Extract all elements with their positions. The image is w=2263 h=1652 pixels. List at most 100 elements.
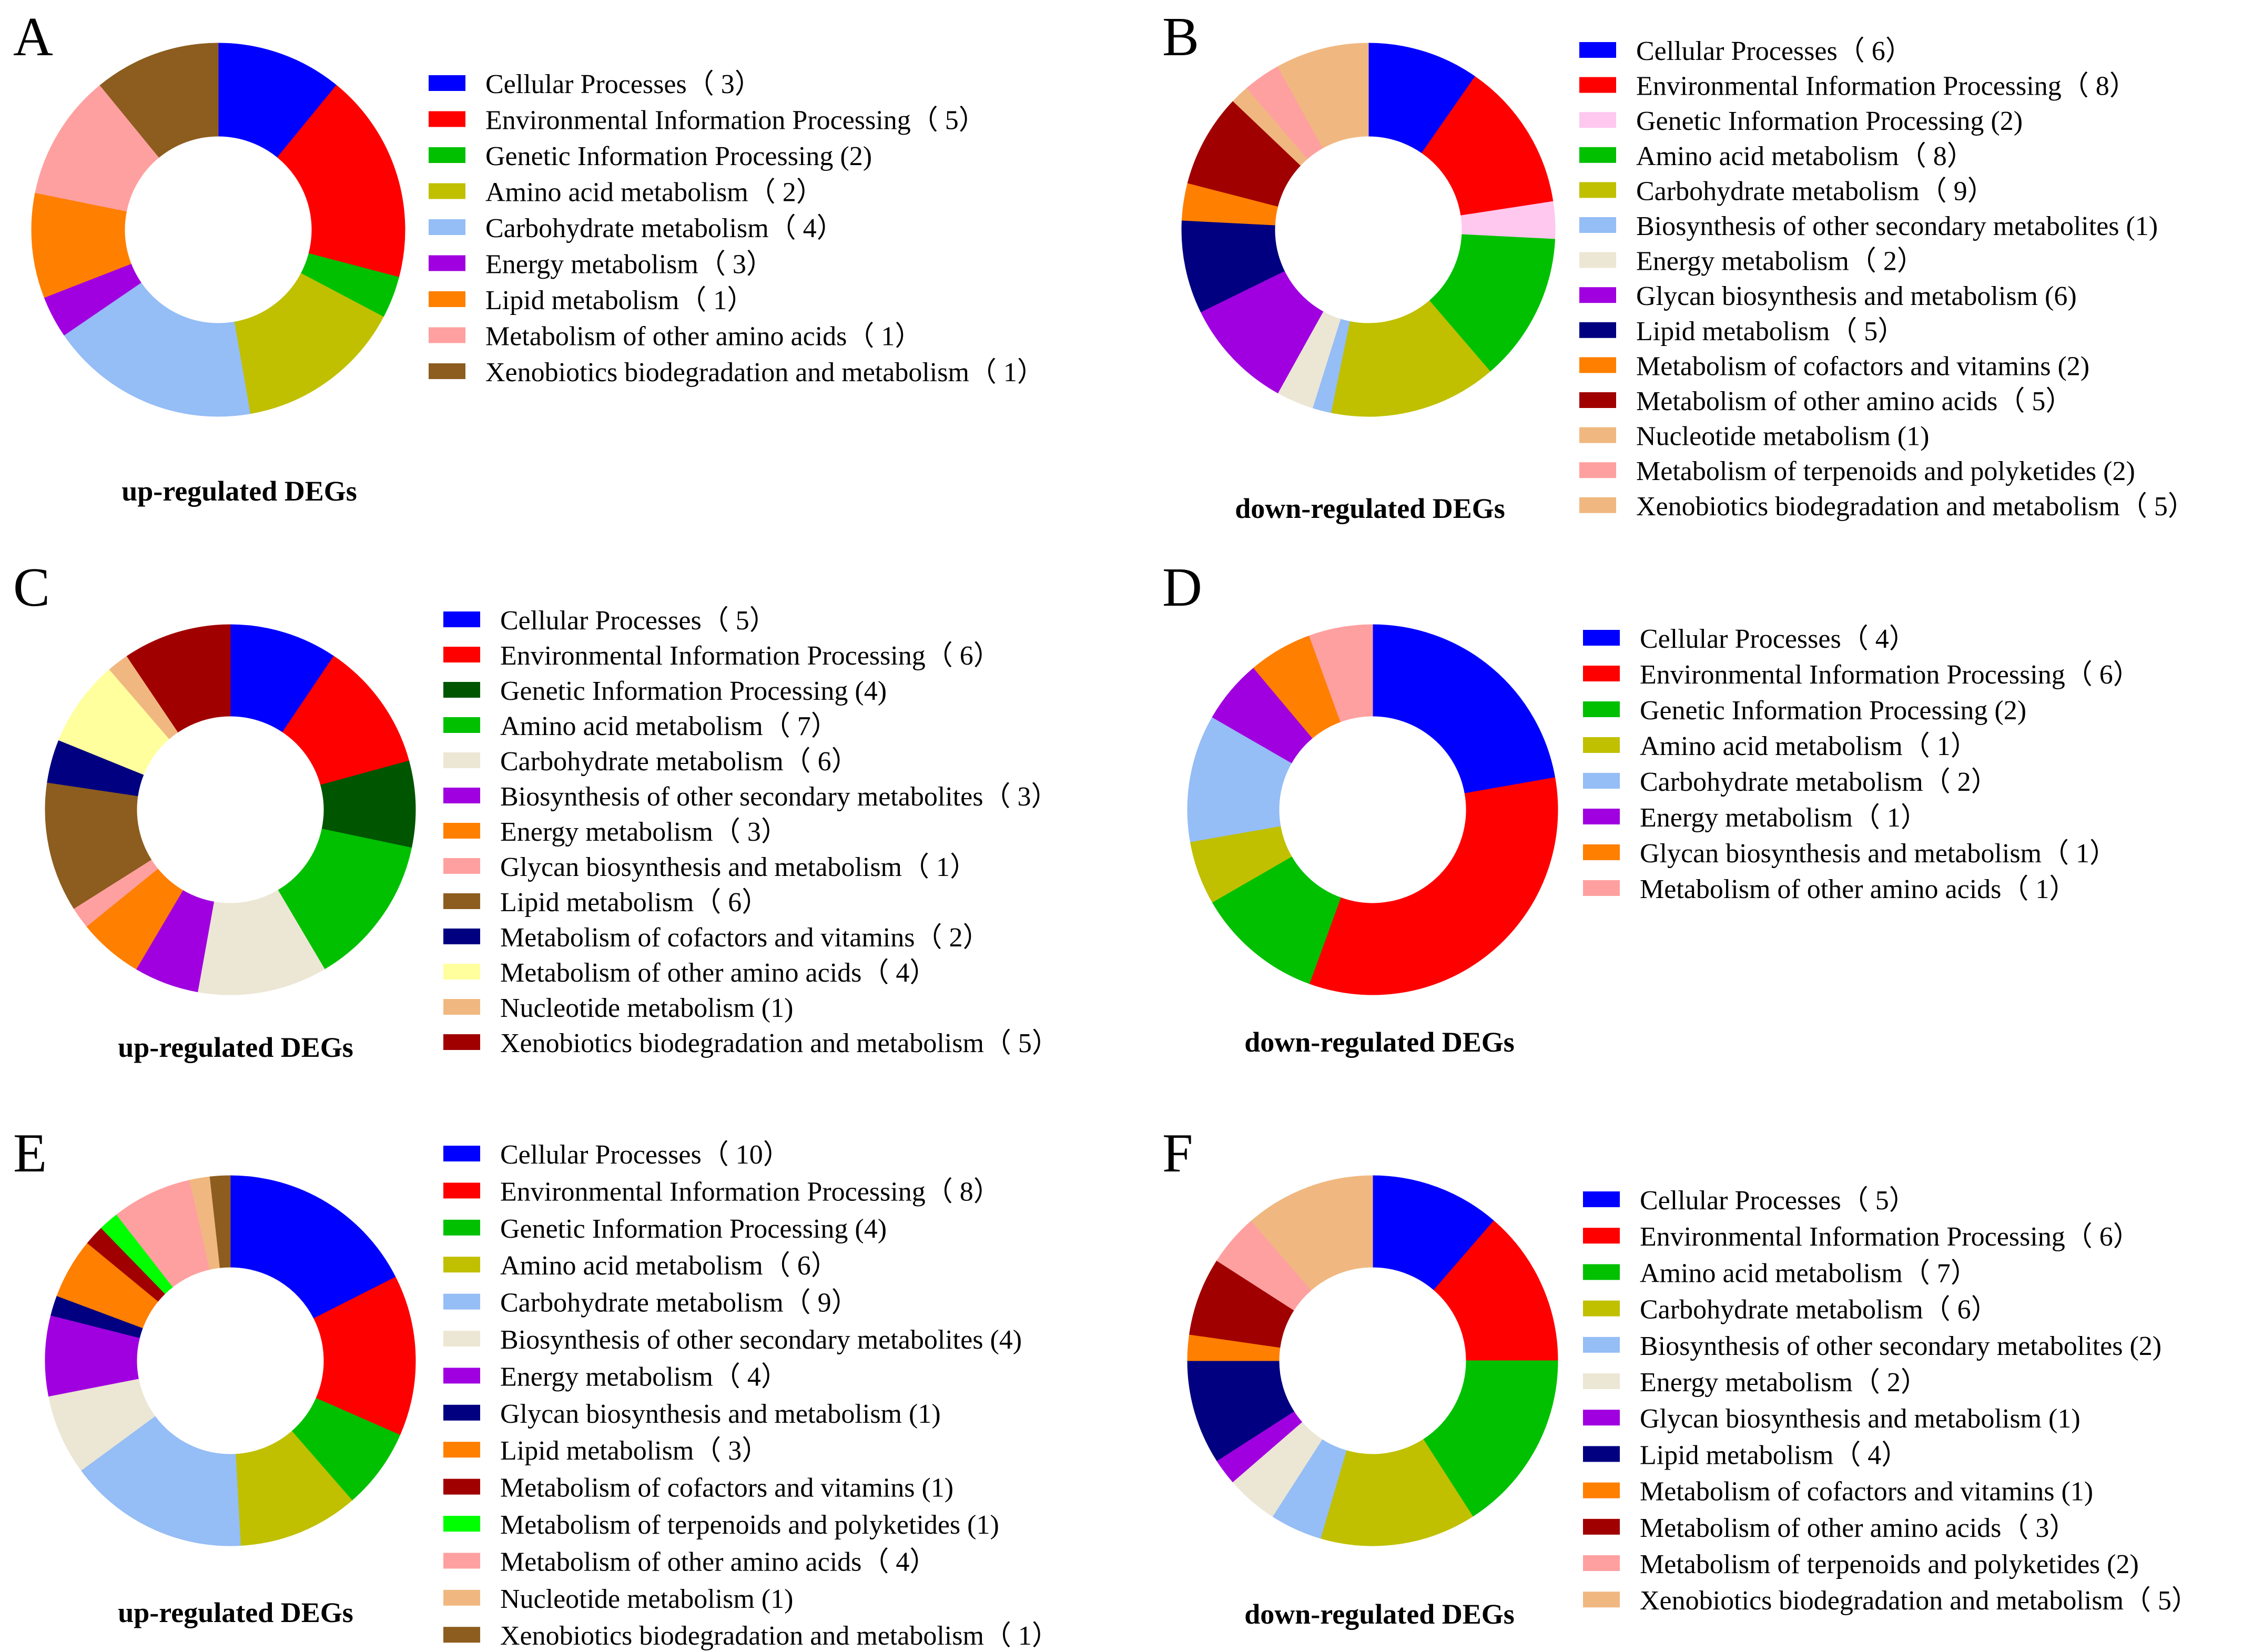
legend-swatch-f-glycan-biosynthesis-and-metabolism (1583, 1410, 1620, 1426)
slice-c-carbohydrate-metabolism (197, 890, 325, 995)
legend-label-c-biosynthesis-of-other-secondary-metabolites: Biosynthesis of other secondary metaboli… (500, 782, 1058, 812)
slice-b-xenobiotics-biodegradation-and-metabolism (1277, 43, 1369, 149)
legend-swatch-c-genetic-information-processing (443, 682, 480, 698)
subtitle-c: up-regulated DEGs (118, 1032, 353, 1063)
legend-label-e-energy-metabolism: Energy metabolism（ 4） (500, 1362, 788, 1392)
slice-f-xenobiotics-biodegradation-and-metabolism (1251, 1175, 1373, 1291)
legend-swatch-b-nucleotide-metabolism (1579, 427, 1616, 443)
legend-swatch-f-environmental-information-processing (1583, 1228, 1620, 1244)
legend-label-b-genetic-information-processing: Genetic Information Processing (2) (1636, 106, 2023, 136)
slice-f-amino-acid-metabolism (1423, 1360, 1558, 1517)
legend-swatch-f-cellular-processes (1583, 1191, 1620, 1207)
subtitle-f: down-regulated DEGs (1244, 1598, 1515, 1630)
legend-label-b-metabolism-of-cofactors-and-vitamins: Metabolism of cofactors and vitamins (2) (1636, 351, 2089, 381)
legend-label-a-genetic-information-processing: Genetic Information Processing (2) (485, 141, 872, 171)
legend-label-d-amino-acid-metabolism: Amino acid metabolism（ 1） (1640, 731, 1978, 761)
legend-label-e-lipid-metabolism: Lipid metabolism（ 3） (500, 1436, 769, 1466)
legend-swatch-f-biosynthesis-of-other-secondary-metabolites (1583, 1337, 1620, 1353)
legend-label-e-cellular-processes: Cellular Processes（ 10） (500, 1140, 790, 1170)
subtitle-e: up-regulated DEGs (118, 1597, 353, 1628)
legend-label-b-energy-metabolism: Energy metabolism（ 2） (1636, 247, 1924, 277)
legend-label-d-genetic-information-processing: Genetic Information Processing (2) (1640, 696, 2026, 726)
slice-c-environmental-information-processing (282, 656, 410, 786)
legend-swatch-c-xenobiotics-biodegradation-and-metabolism (443, 1034, 480, 1050)
slice-c-amino-acid-metabolism (277, 829, 412, 970)
legend-swatch-e-energy-metabolism (443, 1368, 480, 1384)
legend-swatch-e-metabolism-of-cofactors-and-vitamins (443, 1478, 480, 1495)
panel-letter-e: E (13, 1122, 47, 1184)
slice-a-metabolism-of-other-amino-acids (35, 85, 160, 212)
slice-e-cellular-processes (230, 1175, 396, 1319)
legend-swatch-d-glycan-biosynthesis-and-metabolism (1583, 844, 1620, 860)
slice-d-environmental-information-processing (1308, 777, 1558, 995)
legend-label-e-glycan-biosynthesis-and-metabolism: Glycan biosynthesis and metabolism (1) (500, 1399, 941, 1429)
panel-letter-f: F (1162, 1122, 1193, 1184)
legend-label-d-cellular-processes: Cellular Processes（ 4） (1640, 624, 1916, 654)
slice-b-carbohydrate-metabolism (1330, 300, 1490, 417)
legend-label-a-environmental-information-processing: Environmental Information Processing（ 5） (485, 106, 986, 136)
legend-label-e-amino-acid-metabolism: Amino acid metabolism（ 6） (500, 1251, 838, 1281)
legend-swatch-d-cellular-processes (1583, 630, 1620, 646)
legend-swatch-d-amino-acid-metabolism (1583, 737, 1620, 753)
legend-swatch-e-metabolism-of-terpenoids-and-polyketides (443, 1516, 480, 1532)
legend-swatch-b-metabolism-of-other-amino-acids (1579, 392, 1616, 408)
legend-swatch-c-cellular-processes (443, 611, 480, 627)
legend-swatch-a-lipid-metabolism (429, 291, 465, 307)
slice-a-cellular-processes (218, 43, 337, 158)
legend-label-b-glycan-biosynthesis-and-metabolism: Glycan biosynthesis and metabolism (6) (1636, 281, 2077, 311)
panel-a: A Cellular Processes（ 3） Environmental Inf… (13, 6, 1044, 507)
subtitle-b: down-regulated DEGs (1235, 493, 1505, 524)
legend-swatch-a-genetic-information-processing (429, 147, 465, 163)
slice-e-carbohydrate-metabolism (80, 1415, 241, 1546)
panel-letter-c: C (13, 556, 50, 618)
legend-swatch-c-nucleotide-metabolism (443, 999, 480, 1015)
legend-swatch-f-xenobiotics-biodegradation-and-metabolism (1583, 1592, 1620, 1608)
legend-label-d-glycan-biosynthesis-and-metabolism: Glycan biosynthesis and metabolism（ 1） (1640, 839, 2117, 869)
legend-swatch-a-environmental-information-processing (429, 111, 465, 127)
legend-label-f-energy-metabolism: Energy metabolism（ 2） (1640, 1368, 1928, 1398)
legend-swatch-c-carbohydrate-metabolism (443, 752, 480, 768)
legend-swatch-c-energy-metabolism (443, 823, 480, 839)
legend-label-f-metabolism-of-terpenoids-and-polyketides: Metabolism of terpenoids and polyketides… (1640, 1549, 2139, 1579)
legend-swatch-a-cellular-processes (429, 75, 465, 91)
legend-swatch-c-lipid-metabolism (443, 893, 480, 909)
legend-swatch-f-metabolism-of-cofactors-and-vitamins (1583, 1482, 1620, 1498)
legend-label-e-metabolism-of-cofactors-and-vitamins: Metabolism of cofactors and vitamins (1) (500, 1473, 953, 1503)
legend-label-b-lipid-metabolism: Lipid metabolism（ 5） (1636, 317, 1905, 346)
legend-label-f-glycan-biosynthesis-and-metabolism: Glycan biosynthesis and metabolism (1) (1640, 1404, 2081, 1434)
legend-swatch-b-metabolism-of-terpenoids-and-polyketides (1579, 462, 1616, 478)
legend-label-e-nucleotide-metabolism: Nucleotide metabolism (1) (500, 1584, 793, 1614)
legend-label-d-carbohydrate-metabolism: Carbohydrate metabolism（ 2） (1640, 767, 1998, 797)
legend-label-c-genetic-information-processing: Genetic Information Processing (4) (500, 676, 887, 706)
legend-swatch-d-genetic-information-processing (1583, 701, 1620, 717)
legend-label-c-lipid-metabolism: Lipid metabolism（ 6） (500, 888, 769, 917)
slice-d-cellular-processes (1372, 624, 1556, 794)
legend-label-a-carbohydrate-metabolism: Carbohydrate metabolism（ 4） (485, 213, 844, 243)
legend-swatch-e-cellular-processes (443, 1146, 480, 1161)
slice-a-environmental-information-processing (277, 85, 405, 278)
legend-label-b-metabolism-of-terpenoids-and-polyketides: Metabolism of terpenoids and polyketides… (1636, 456, 2135, 486)
legend-swatch-e-lipid-metabolism (443, 1442, 480, 1458)
legend-label-f-metabolism-of-cofactors-and-vitamins: Metabolism of cofactors and vitamins (1) (1640, 1477, 2093, 1507)
legend-swatch-a-xenobiotics-biodegradation-and-metabolism (429, 363, 465, 379)
legend-swatch-b-biosynthesis-of-other-secondary-metabolites (1579, 217, 1616, 233)
legend-label-e-carbohydrate-metabolism: Carbohydrate metabolism（ 9） (500, 1288, 859, 1318)
slice-a-carbohydrate-metabolism (64, 282, 251, 417)
legend-swatch-a-energy-metabolism (429, 255, 465, 271)
slice-c-xenobiotics-biodegradation-and-metabolism (126, 624, 231, 733)
legend-label-d-energy-metabolism: Energy metabolism（ 1） (1640, 803, 1928, 833)
legend-swatch-e-glycan-biosynthesis-and-metabolism (443, 1404, 480, 1421)
legend-label-d-environmental-information-processing: Environmental Information Processing（ 6） (1640, 660, 2140, 690)
legend-swatch-c-amino-acid-metabolism (443, 717, 480, 733)
panel-letter-a: A (13, 6, 53, 67)
legend-swatch-f-lipid-metabolism (1583, 1446, 1620, 1462)
legend-swatch-f-amino-acid-metabolism (1583, 1264, 1620, 1280)
subtitle-d: down-regulated DEGs (1244, 1026, 1515, 1058)
legend-label-c-glycan-biosynthesis-and-metabolism: Glycan biosynthesis and metabolism（ 1） (500, 852, 977, 882)
legend-swatch-e-nucleotide-metabolism (443, 1589, 480, 1606)
legend-label-a-amino-acid-metabolism: Amino acid metabolism（ 2） (485, 178, 824, 208)
legend-swatch-d-metabolism-of-other-amino-acids (1583, 880, 1620, 896)
slice-d-metabolism-of-other-amino-acids (1308, 624, 1373, 722)
legend-swatch-b-glycan-biosynthesis-and-metabolism (1579, 287, 1616, 303)
